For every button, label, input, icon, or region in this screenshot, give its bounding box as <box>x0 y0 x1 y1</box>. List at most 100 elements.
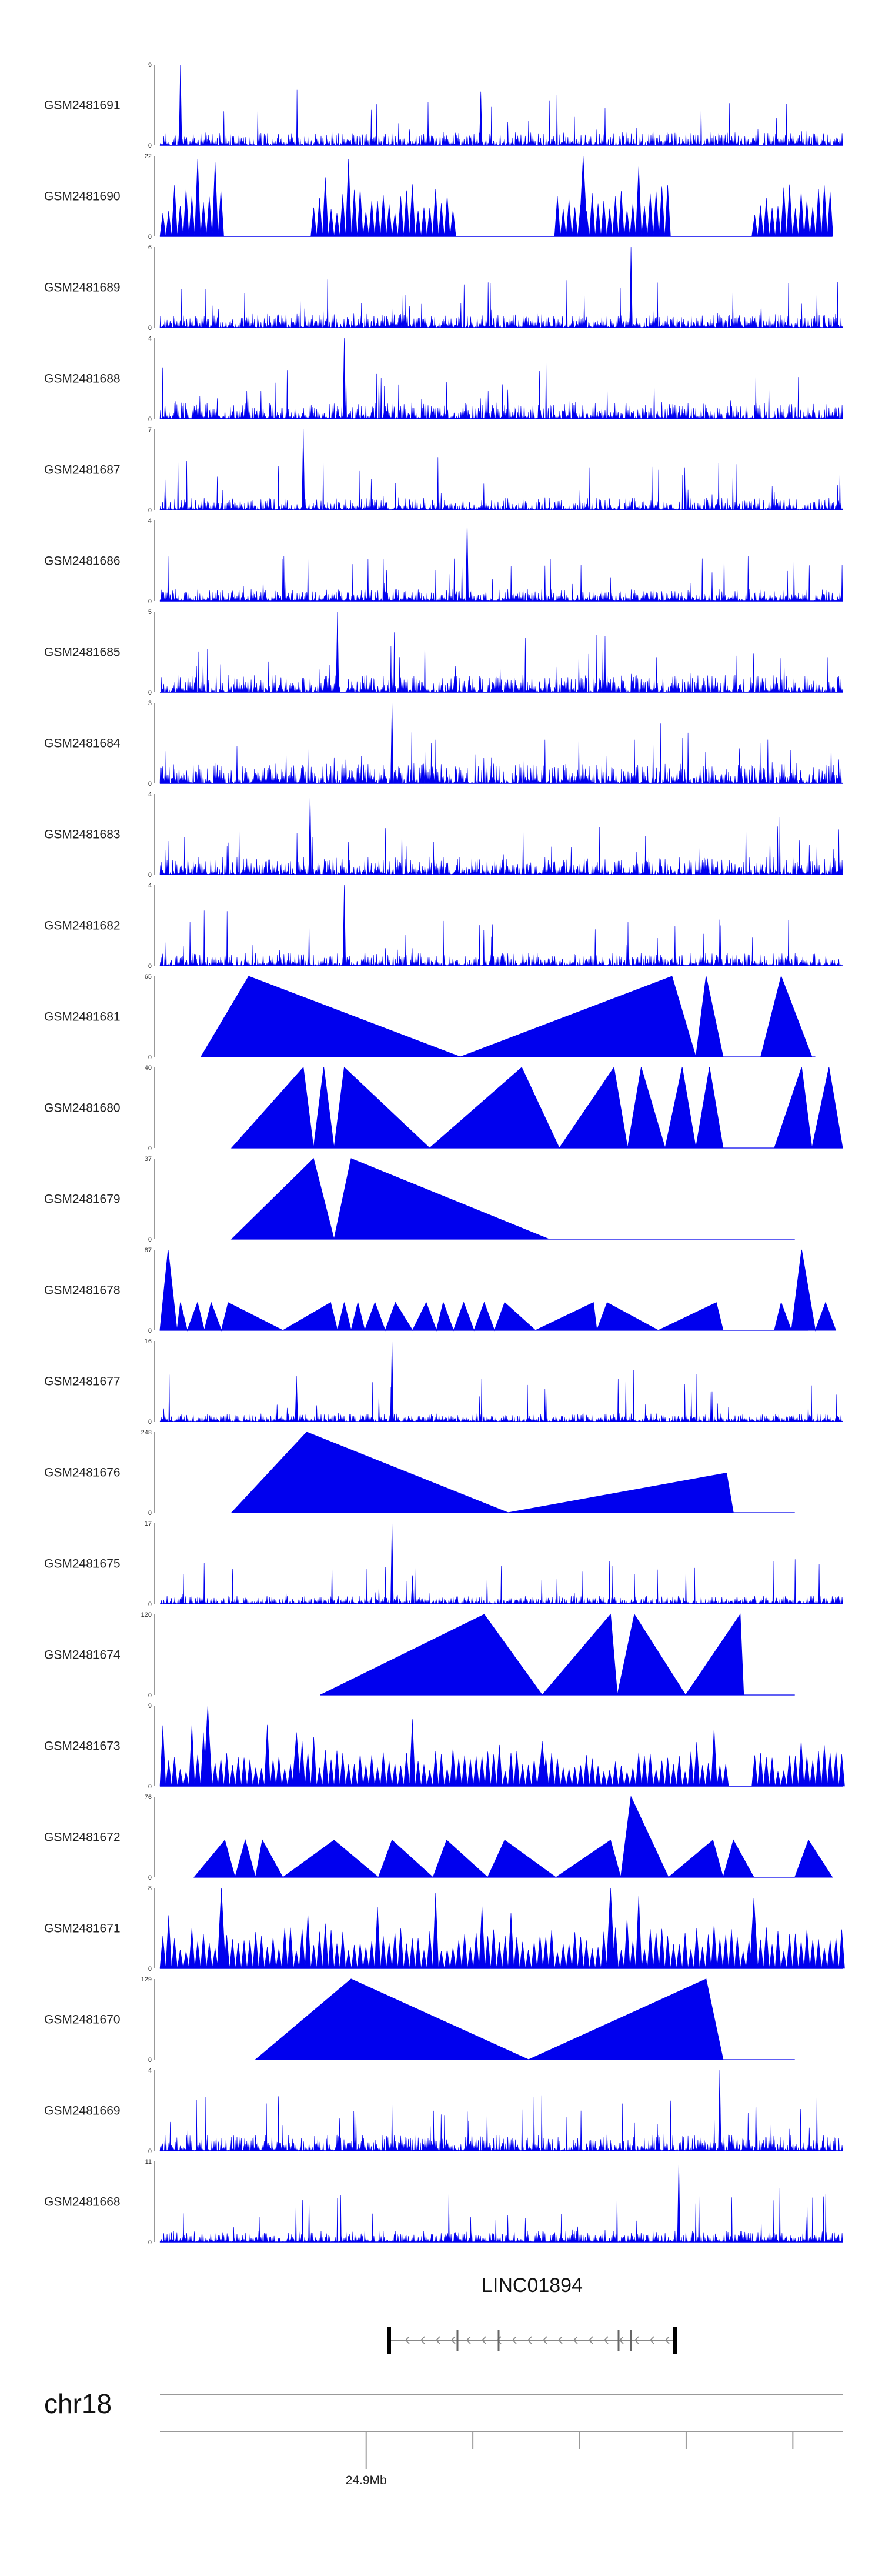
track-GSM2481673: GSM2481673 9 0 <box>44 1703 845 1790</box>
y-min-label: 0 <box>148 233 152 241</box>
track-label: GSM2481685 <box>44 646 121 659</box>
signal-area <box>230 1432 734 1513</box>
track-label: GSM2481683 <box>44 828 121 842</box>
y-max-label: 11 <box>145 2158 152 2165</box>
y-max-label: 37 <box>145 1156 152 1163</box>
y-min-label: 0 <box>148 1054 152 1061</box>
gene-model <box>387 2327 677 2354</box>
signal-area <box>159 1523 843 1604</box>
track-GSM2481690: GSM2481690 22 0 <box>44 153 834 241</box>
track-label: GSM2481672 <box>44 1831 121 1844</box>
strand-chevron <box>603 2336 609 2344</box>
y-max-label: 248 <box>141 1429 152 1436</box>
y-min-label: 0 <box>148 2057 152 2064</box>
signal-area <box>159 885 843 966</box>
strand-chevron <box>619 2336 624 2344</box>
track-GSM2481683: GSM2481683 4 0 <box>44 791 843 879</box>
signal-area <box>255 1978 724 2060</box>
track-GSM2481677: GSM2481677 16 0 <box>44 1338 843 1426</box>
strand-chevron <box>481 2336 486 2344</box>
y-max-label: 87 <box>145 1247 152 1254</box>
track-GSM2481686: GSM2481686 4 0 <box>44 518 843 605</box>
track-GSM2481684: GSM2481684 3 0 <box>44 700 843 788</box>
signal-area <box>159 1249 837 1332</box>
signal-area <box>159 702 843 784</box>
strand-chevron <box>634 2336 639 2344</box>
track-GSM2481685: GSM2481685 5 0 <box>44 609 843 696</box>
track-GSM2481669: GSM2481669 4 0 <box>44 2067 843 2155</box>
gene-exon <box>617 2330 620 2351</box>
track-label: GSM2481668 <box>44 2195 121 2209</box>
track-GSM2481687: GSM2481687 7 0 <box>44 426 843 514</box>
track-label: GSM2481679 <box>44 1193 121 1206</box>
y-max-label: 3 <box>148 700 152 707</box>
y-min-label: 0 <box>148 689 152 696</box>
y-max-label: 65 <box>145 973 152 980</box>
y-max-label: 129 <box>141 1976 152 1983</box>
y-min-label: 0 <box>148 1145 152 1152</box>
y-min-label: 0 <box>148 2239 152 2246</box>
track-label: GSM2481684 <box>44 737 121 750</box>
y-min-label: 0 <box>148 963 152 970</box>
y-max-label: 17 <box>145 1520 152 1527</box>
track-label: GSM2481678 <box>44 1284 121 1297</box>
y-max-label: 4 <box>148 335 152 342</box>
y-min-label: 0 <box>148 1236 152 1243</box>
y-min-label: 0 <box>148 872 152 879</box>
y-min-label: 0 <box>148 1966 152 1973</box>
y-max-label: 4 <box>148 518 152 525</box>
gene-annotation-track: LINC01894 <box>387 2274 677 2354</box>
y-max-label: 22 <box>145 153 152 160</box>
y-min-label: 0 <box>148 780 152 788</box>
signal-area <box>159 429 843 510</box>
signal-area <box>159 155 834 237</box>
track-GSM2481672: GSM2481672 76 0 <box>44 1794 833 1881</box>
track-GSM2481680: GSM2481680 40 0 <box>44 1065 843 1152</box>
track-GSM2481678: GSM2481678 87 0 <box>44 1247 837 1334</box>
y-max-label: 8 <box>148 1885 152 1892</box>
data-tracks: GSM248169190GSM2481690220GSM248168960GSM… <box>44 62 845 2246</box>
track-GSM2481679: GSM2481679 37 0 <box>44 1156 795 1243</box>
y-min-label: 0 <box>148 507 152 514</box>
strand-chevron <box>512 2336 517 2344</box>
signal-area <box>193 1796 833 1878</box>
gene-exon <box>497 2330 500 2351</box>
strand-chevron <box>435 2336 440 2344</box>
signal-area <box>200 975 813 1057</box>
signal-area <box>320 1613 744 1696</box>
track-GSM2481689: GSM2481689 6 0 <box>44 244 843 332</box>
strand-chevron <box>450 2336 456 2344</box>
track-label: GSM2481689 <box>44 281 121 295</box>
signal-area <box>159 793 843 875</box>
signal-area <box>159 1340 843 1422</box>
y-max-label: 4 <box>148 791 152 798</box>
strand-chevron <box>420 2336 425 2344</box>
gene-exon <box>673 2327 677 2354</box>
track-GSM2481691: GSM2481691 9 0 <box>44 62 843 149</box>
track-label: GSM2481687 <box>44 463 121 477</box>
track-label: GSM2481680 <box>44 1102 121 1115</box>
track-label: GSM2481688 <box>44 372 121 386</box>
track-label: GSM2481691 <box>44 99 121 112</box>
track-label: GSM2481669 <box>44 2104 121 2118</box>
strand-chevron <box>466 2336 471 2344</box>
track-label: GSM2481677 <box>44 1375 121 1389</box>
y-max-label: 6 <box>148 244 152 251</box>
track-GSM2481675: GSM2481675 17 0 <box>44 1520 843 1608</box>
track-label: GSM2481676 <box>44 1466 121 1480</box>
track-GSM2481688: GSM2481688 4 0 <box>44 335 843 423</box>
y-min-label: 0 <box>148 1874 152 1881</box>
track-label: GSM2481674 <box>44 1649 121 1662</box>
strand-chevron <box>527 2336 532 2344</box>
y-min-label: 0 <box>148 1510 152 1517</box>
track-GSM2481671: GSM2481671 8 0 <box>44 1885 845 1973</box>
track-label: GSM2481675 <box>44 1557 121 1571</box>
axis-ticks: 24.9Mb25Mb <box>346 2431 794 2487</box>
strand-chevron <box>664 2336 670 2344</box>
track-label: GSM2481682 <box>44 919 121 933</box>
signal-area <box>159 1887 845 1969</box>
strand-chevron <box>573 2336 578 2344</box>
strand-chevron <box>542 2336 547 2344</box>
track-label: GSM2481686 <box>44 555 121 568</box>
